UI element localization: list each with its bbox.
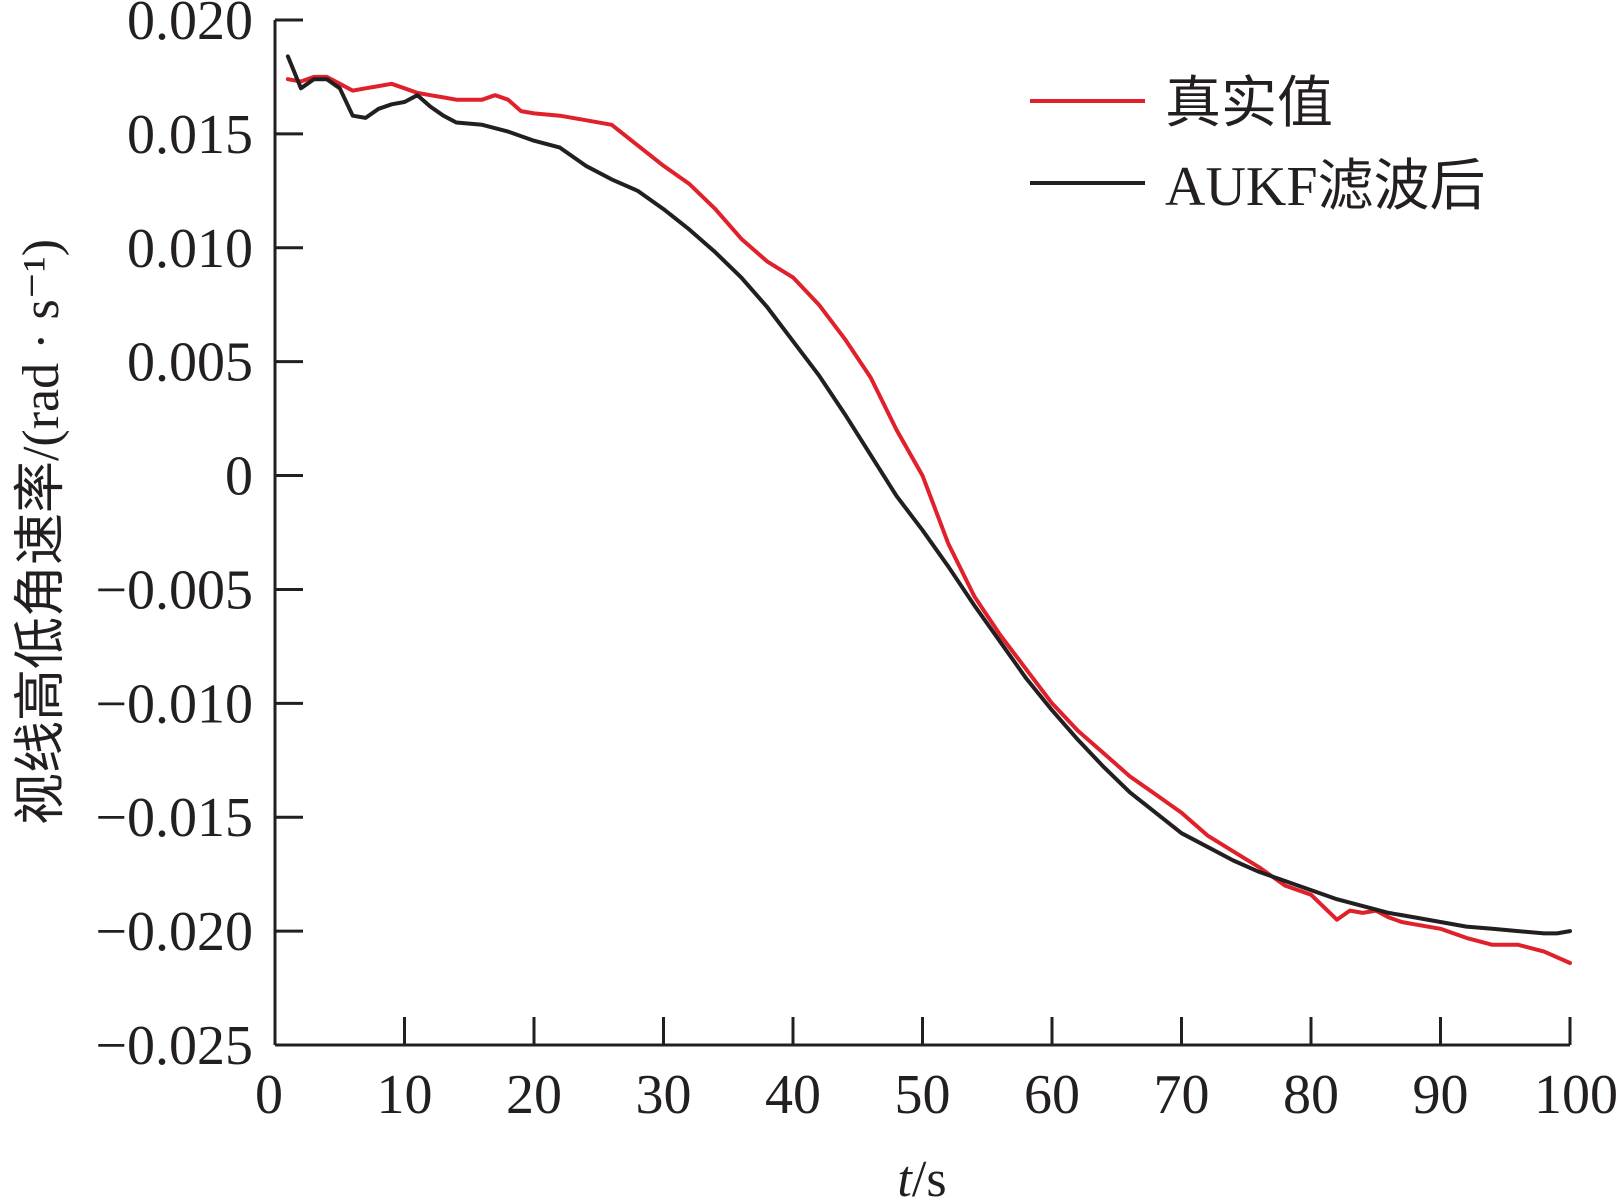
y-tick-label: −0.020 (95, 901, 253, 963)
x-axis-title-unit: /s (912, 1151, 947, 1203)
x-axis-ticks: 0 10 20 30 40 50 60 70 80 90 100 (255, 1017, 1618, 1126)
x-axis-title-variable: t (897, 1151, 913, 1203)
x-tick-label: 30 (636, 1064, 692, 1126)
x-tick-label: 50 (895, 1064, 951, 1126)
x-tick-label: 0 (255, 1064, 283, 1126)
y-tick-label: 0.020 (127, 0, 253, 52)
y-tick-label: −0.015 (95, 787, 253, 849)
legend-label-series-1: AUKF滤波后 (1165, 156, 1485, 218)
x-tick-label: 70 (1154, 1064, 1210, 1126)
y-axis-title: 视线高低角速率/(rad · s⁻¹) (13, 239, 70, 825)
y-tick-label: −0.005 (95, 559, 253, 621)
y-tick-label: −0.025 (95, 1015, 253, 1077)
y-tick-label: 0 (225, 446, 253, 508)
series-layer (285, 54, 1572, 965)
y-tick-label: −0.010 (95, 673, 253, 735)
x-tick-label: 80 (1283, 1064, 1339, 1126)
y-tick-label: 0.005 (127, 332, 253, 394)
x-tick-label: 40 (765, 1064, 821, 1126)
y-tick-label: 0.010 (127, 218, 253, 280)
x-tick-label: 60 (1024, 1064, 1080, 1126)
series-line-0 (285, 74, 1572, 965)
x-tick-label: 100 (1534, 1064, 1618, 1126)
x-tick-label: 20 (506, 1064, 562, 1126)
series-line-1 (285, 54, 1572, 936)
legend-label-series-0: 真实值 (1165, 73, 1333, 135)
y-tick-label: 0.015 (127, 104, 253, 166)
x-tick-label: 10 (377, 1064, 433, 1126)
legend: 真实值 AUKF滤波后 (1030, 73, 1485, 218)
x-tick-label: 90 (1413, 1064, 1469, 1126)
x-axis-title: t/s (897, 1151, 946, 1203)
y-axis-ticks: 0.020 0.015 0.010 0.005 0 −0.005 −0.010 −0.015 −… (95, 0, 303, 1077)
